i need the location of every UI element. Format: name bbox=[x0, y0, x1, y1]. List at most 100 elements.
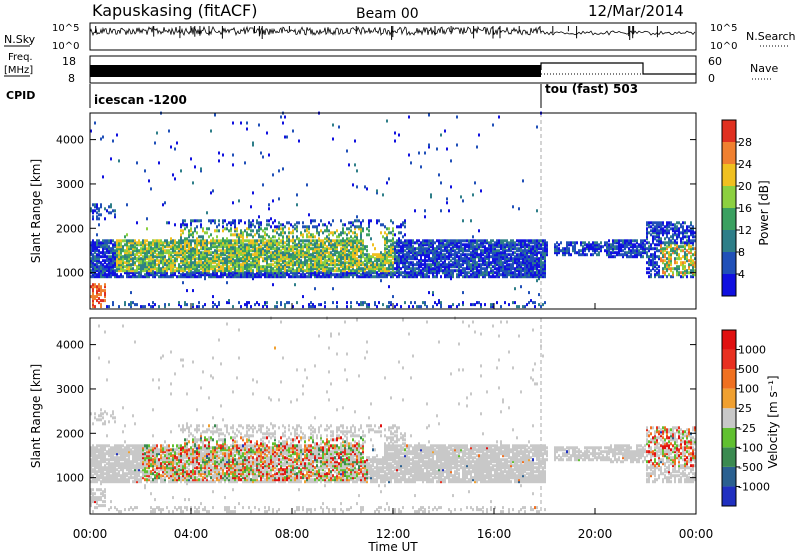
data-cell bbox=[460, 255, 462, 259]
data-cell bbox=[254, 263, 256, 267]
data-cell bbox=[264, 271, 266, 275]
data-cell bbox=[230, 267, 232, 271]
data-cell bbox=[182, 263, 184, 267]
data-cell bbox=[514, 259, 516, 263]
data-cell bbox=[354, 257, 356, 261]
data-cell bbox=[660, 223, 662, 227]
data-cell bbox=[142, 247, 144, 251]
data-cell bbox=[104, 275, 106, 279]
data-cell bbox=[416, 239, 418, 243]
data-cell bbox=[452, 273, 454, 277]
data-cell bbox=[374, 267, 376, 271]
data-cell bbox=[184, 251, 186, 255]
data-cell bbox=[258, 257, 260, 261]
data-cell bbox=[276, 271, 278, 275]
data-cell bbox=[424, 261, 426, 265]
data-cell bbox=[446, 257, 448, 261]
data-cell bbox=[598, 247, 600, 251]
data-cell bbox=[150, 269, 152, 273]
data-cell bbox=[380, 261, 382, 265]
data-cell bbox=[298, 257, 300, 261]
data-cell bbox=[326, 255, 328, 259]
data-cell bbox=[130, 247, 132, 251]
data-cell bbox=[360, 235, 362, 239]
data-cell bbox=[314, 225, 316, 229]
data-cell bbox=[220, 271, 222, 275]
data-cell bbox=[648, 231, 650, 235]
data-cell bbox=[116, 261, 118, 265]
data-cell bbox=[142, 267, 144, 271]
data-cell bbox=[542, 249, 544, 253]
data-cell bbox=[98, 241, 100, 245]
data-cell bbox=[414, 241, 416, 245]
data-cell bbox=[228, 221, 230, 225]
data-cell bbox=[340, 243, 342, 247]
data-cell bbox=[278, 275, 280, 279]
data-cell bbox=[370, 273, 372, 277]
data-cell bbox=[510, 241, 512, 245]
data-cell bbox=[106, 263, 108, 267]
data-cell bbox=[122, 265, 124, 269]
data-cell bbox=[104, 299, 106, 303]
data-cell bbox=[314, 273, 316, 277]
data-cell bbox=[424, 241, 426, 245]
data-cell bbox=[538, 263, 540, 267]
data-cell bbox=[98, 245, 100, 249]
data-cell bbox=[542, 265, 544, 269]
data-cell bbox=[366, 255, 368, 259]
data-cell bbox=[290, 239, 292, 243]
data-cell bbox=[442, 243, 444, 247]
data-cell bbox=[388, 227, 390, 231]
data-cell bbox=[420, 249, 422, 253]
data-cell bbox=[218, 303, 220, 307]
data-cell bbox=[410, 245, 412, 249]
data-cell bbox=[380, 255, 382, 259]
data-cell bbox=[656, 261, 658, 265]
data-cell bbox=[472, 265, 474, 269]
data-cell bbox=[278, 255, 280, 259]
data-cell bbox=[100, 213, 102, 217]
data-cell bbox=[524, 269, 526, 273]
data-cell bbox=[118, 239, 120, 243]
data-cell bbox=[300, 245, 302, 249]
data-cell bbox=[642, 255, 644, 259]
data-cell bbox=[238, 271, 240, 275]
data-cell bbox=[660, 225, 662, 229]
data-cell bbox=[524, 271, 526, 275]
data-cell bbox=[150, 265, 152, 269]
data-cell bbox=[606, 247, 608, 251]
data-cell bbox=[584, 241, 586, 245]
data-cell bbox=[130, 245, 132, 249]
data-cell bbox=[340, 259, 342, 263]
data-cell bbox=[98, 223, 100, 227]
data-cell bbox=[212, 255, 214, 259]
data-cell bbox=[228, 275, 230, 279]
data-cell bbox=[424, 247, 426, 251]
data-cell bbox=[224, 271, 226, 275]
data-cell bbox=[212, 189, 214, 193]
data-cell bbox=[396, 245, 398, 249]
data-cell bbox=[306, 249, 308, 253]
data-cell bbox=[386, 233, 388, 237]
data-cell bbox=[144, 169, 146, 173]
data-cell bbox=[434, 241, 436, 245]
data-cell bbox=[362, 271, 364, 275]
data-cell bbox=[448, 251, 450, 255]
data-cell bbox=[526, 255, 528, 259]
data-cell bbox=[118, 247, 120, 251]
data-cell bbox=[194, 271, 196, 275]
data-cell bbox=[252, 265, 254, 269]
data-cell bbox=[584, 253, 586, 257]
data-cell bbox=[652, 241, 654, 245]
data-cell bbox=[186, 261, 188, 265]
data-cell bbox=[202, 227, 204, 231]
data-cell bbox=[448, 275, 450, 279]
data-cell bbox=[158, 263, 160, 267]
data-cell bbox=[386, 267, 388, 271]
data-cell bbox=[256, 263, 258, 267]
data-cell bbox=[534, 251, 536, 255]
data-cell bbox=[656, 231, 658, 235]
data-cell bbox=[636, 249, 638, 253]
data-cell bbox=[276, 253, 278, 257]
data-cell bbox=[324, 261, 326, 265]
